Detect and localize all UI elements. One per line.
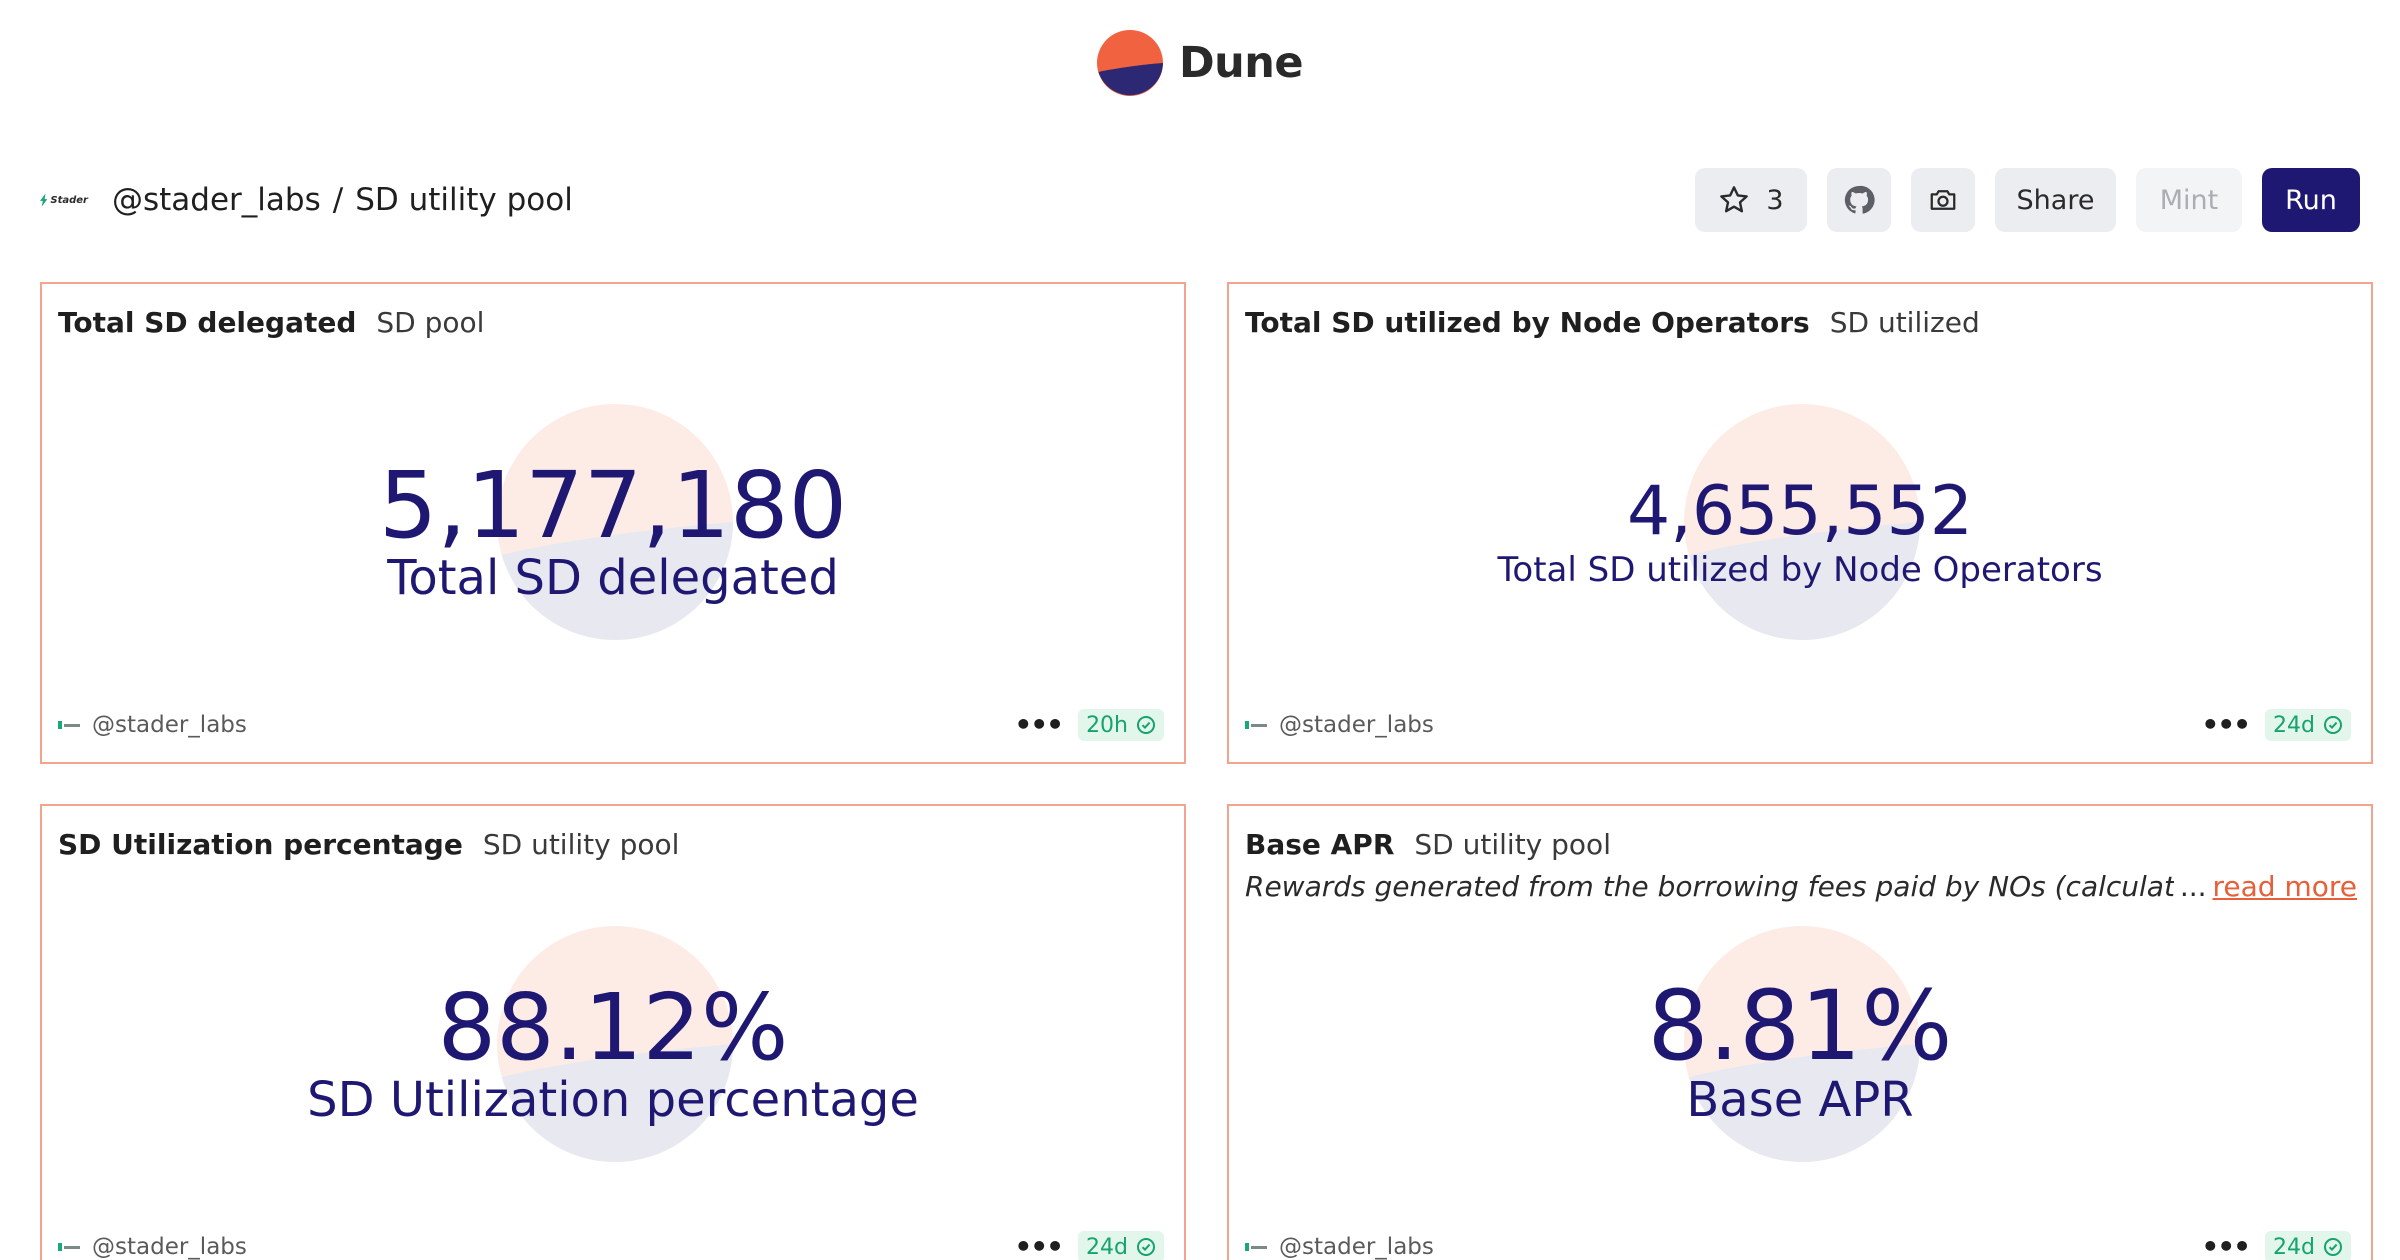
counter-value: 8.81% bbox=[1647, 970, 1953, 1082]
freshness-text: 24d bbox=[2273, 1234, 2315, 1260]
star-icon bbox=[1720, 186, 1749, 213]
counter-card: SD Utilization percentage SD utility poo… bbox=[40, 804, 1186, 1260]
counter-card: Total SD utilized by Node Operators SD u… bbox=[1227, 282, 2373, 764]
owner-link[interactable]: @stader_labs bbox=[112, 182, 321, 218]
counter-card: Total SD delegated SD pool 5,177,180 Tot… bbox=[40, 282, 1186, 764]
counter: 8.81% Base APR bbox=[1229, 978, 2371, 1127]
freshness-text: 20h bbox=[1086, 712, 1128, 738]
counter-label: Total SD utilized by Node Operators bbox=[1497, 550, 2103, 590]
counter-value: 4,655,552 bbox=[1626, 472, 1974, 551]
more-options-icon[interactable]: ••• bbox=[1014, 1230, 1064, 1260]
owner-logo-icon bbox=[58, 1242, 82, 1252]
counter-card: Base APR SD utility pool Rewards generat… bbox=[1227, 804, 2373, 1260]
card-header: Total SD delegated SD pool bbox=[58, 306, 1168, 339]
card-title[interactable]: SD Utilization percentage bbox=[58, 828, 463, 861]
card-subtitle: SD utility pool bbox=[1414, 828, 1611, 861]
freshness-badge[interactable]: 24d bbox=[2265, 1231, 2351, 1260]
github-button[interactable] bbox=[1827, 168, 1891, 232]
dune-watermark-icon bbox=[1684, 404, 1920, 640]
run-button[interactable]: Run bbox=[2262, 168, 2360, 232]
counter-label: SD Utilization percentage bbox=[307, 1072, 919, 1128]
dune-watermark-icon bbox=[497, 404, 733, 640]
card-footer: @stader_labs ••• 20h bbox=[58, 708, 1164, 742]
description-ellipsis: ... bbox=[2179, 870, 2207, 903]
freshness-text: 24d bbox=[1086, 1234, 1128, 1260]
card-title[interactable]: Total SD delegated bbox=[58, 306, 357, 339]
card-header: Base APR SD utility pool bbox=[1245, 828, 2355, 861]
counter-value: 88.12% bbox=[437, 974, 789, 1081]
check-circle-icon bbox=[2324, 716, 2342, 734]
share-button[interactable]: Share bbox=[1995, 168, 2116, 232]
owner-logo-icon bbox=[1245, 720, 1269, 730]
read-more-link[interactable]: read more bbox=[2212, 870, 2357, 903]
star-count: 3 bbox=[1766, 184, 1784, 216]
dune-logo-icon[interactable] bbox=[1096, 30, 1163, 96]
card-owner[interactable]: @stader_labs bbox=[1279, 1234, 1434, 1260]
more-options-icon[interactable]: ••• bbox=[2201, 708, 2251, 741]
camera-icon bbox=[1930, 190, 1956, 210]
toolbar: 3 Share Mint Run bbox=[1695, 168, 2360, 232]
card-owner[interactable]: @stader_labs bbox=[92, 712, 247, 738]
card-owner[interactable]: @stader_labs bbox=[1279, 712, 1434, 738]
counter-label: Total SD delegated bbox=[387, 550, 839, 606]
counter-label: Base APR bbox=[1686, 1072, 1914, 1128]
card-subtitle: SD utility pool bbox=[482, 828, 680, 861]
star-button[interactable]: 3 bbox=[1695, 168, 1807, 232]
owner-logo-icon bbox=[58, 720, 82, 730]
card-footer: @stader_labs ••• 24d bbox=[58, 1230, 1164, 1260]
freshness-text: 24d bbox=[2273, 712, 2315, 738]
stader-logo-icon bbox=[40, 193, 48, 207]
card-owner[interactable]: @stader_labs bbox=[92, 1234, 247, 1260]
page-title: @stader_labs / SD utility pool bbox=[112, 182, 573, 218]
card-description: Rewards generated from the borrowing fee… bbox=[1245, 870, 2357, 903]
counter-value: 5,177,180 bbox=[378, 452, 848, 559]
description-text: Rewards generated from the borrowing fee… bbox=[1245, 870, 2174, 903]
screenshot-button[interactable] bbox=[1911, 168, 1975, 232]
card-footer: @stader_labs ••• 24d bbox=[1245, 1230, 2351, 1260]
mint-button[interactable]: Mint bbox=[2136, 168, 2242, 232]
more-options-icon[interactable]: ••• bbox=[1014, 708, 1064, 741]
counter: 88.12% SD Utilization percentage bbox=[42, 982, 1184, 1127]
card-title[interactable]: Base APR bbox=[1245, 828, 1395, 861]
card-header: SD Utilization percentage SD utility poo… bbox=[58, 828, 1168, 861]
card-footer: @stader_labs ••• 24d bbox=[1245, 708, 2351, 742]
brand-name[interactable]: Dune bbox=[1178, 38, 1304, 88]
brand-header: Dune bbox=[0, 30, 2400, 96]
check-circle-icon bbox=[1137, 1238, 1155, 1256]
title-separator: / bbox=[332, 182, 344, 218]
freshness-badge[interactable]: 20h bbox=[1078, 709, 1164, 741]
card-subtitle: SD utilized bbox=[1829, 306, 1980, 339]
check-circle-icon bbox=[2324, 1238, 2342, 1256]
owner-logo-icon bbox=[1245, 1242, 1269, 1252]
dune-watermark-icon bbox=[1684, 926, 1920, 1162]
dune-watermark-icon bbox=[497, 926, 733, 1162]
more-options-icon[interactable]: ••• bbox=[2201, 1230, 2251, 1260]
check-circle-icon bbox=[1137, 716, 1155, 734]
card-title[interactable]: Total SD utilized by Node Operators bbox=[1245, 306, 1810, 339]
card-header: Total SD utilized by Node Operators SD u… bbox=[1245, 306, 2355, 339]
card-subtitle: SD pool bbox=[376, 306, 485, 339]
org-logo[interactable]: Stader bbox=[40, 190, 88, 210]
counter: 4,655,552 Total SD utilized by Node Oper… bbox=[1229, 478, 2371, 589]
counter: 5,177,180 Total SD delegated bbox=[42, 460, 1184, 605]
dashboard-name: SD utility pool bbox=[355, 182, 573, 218]
freshness-badge[interactable]: 24d bbox=[2265, 709, 2351, 741]
org-logo-text: Stader bbox=[50, 194, 88, 206]
dashboard-header: Stader @stader_labs / SD utility pool 3 … bbox=[40, 166, 2360, 234]
github-icon bbox=[1844, 185, 1875, 214]
freshness-badge[interactable]: 24d bbox=[1078, 1231, 1164, 1260]
